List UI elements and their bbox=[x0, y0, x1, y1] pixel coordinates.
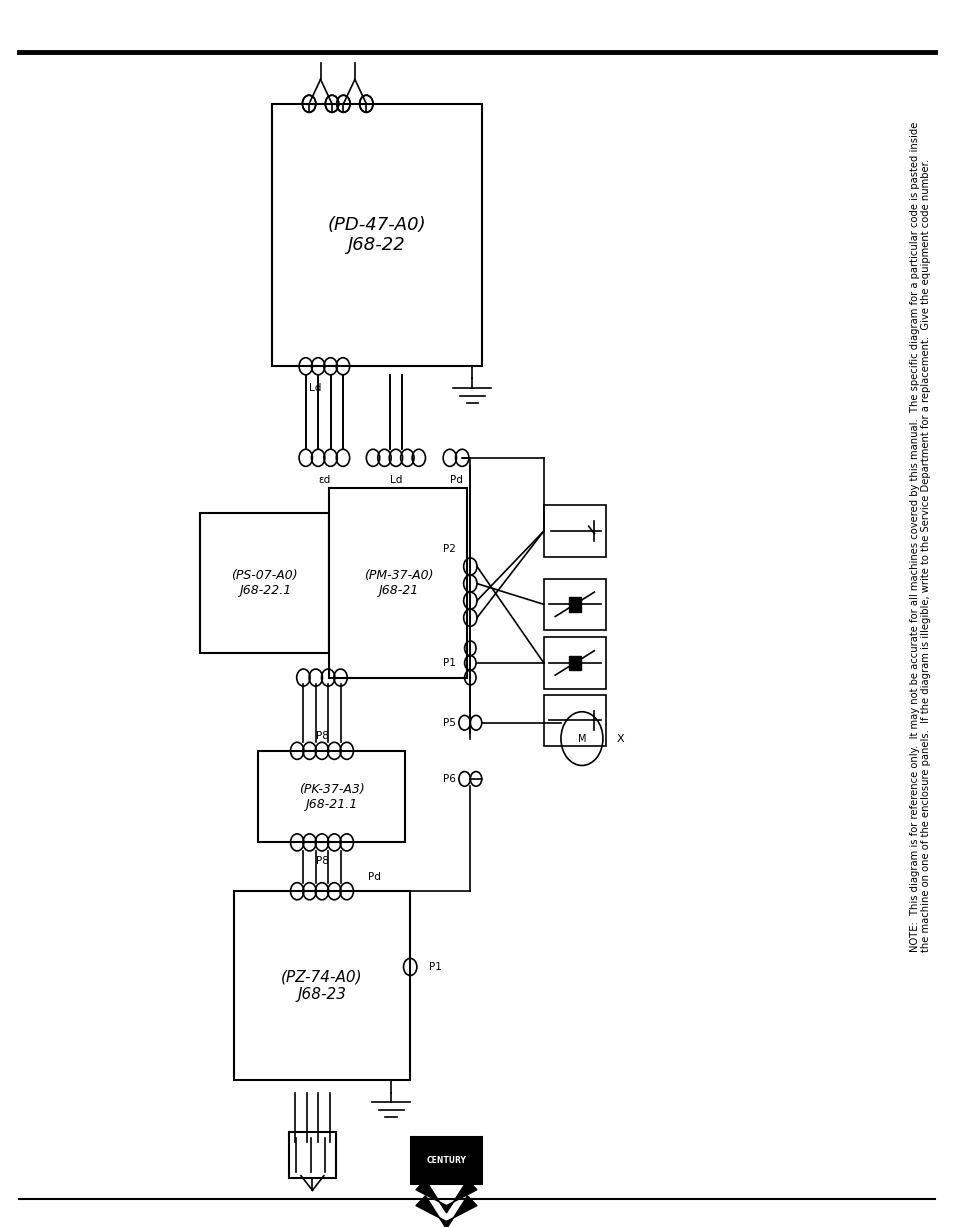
Text: P8: P8 bbox=[315, 855, 328, 866]
Text: Ld: Ld bbox=[390, 475, 401, 485]
Bar bbox=[329, 488, 467, 677]
Text: P8: P8 bbox=[315, 731, 328, 741]
Bar bbox=[543, 579, 605, 629]
Bar bbox=[272, 104, 481, 366]
Text: (PS-07-A0)
J68-22.1: (PS-07-A0) J68-22.1 bbox=[232, 569, 297, 598]
Text: CENTURY: CENTURY bbox=[426, 1156, 466, 1164]
Bar bbox=[543, 506, 605, 557]
Text: (PM-37-A0)
J68-21: (PM-37-A0) J68-21 bbox=[363, 569, 433, 598]
Bar bbox=[200, 513, 329, 653]
Text: Ld: Ld bbox=[309, 383, 320, 393]
Text: P1: P1 bbox=[442, 658, 456, 667]
Polygon shape bbox=[416, 1196, 476, 1227]
Bar bbox=[411, 1137, 482, 1184]
Polygon shape bbox=[416, 1180, 476, 1214]
Bar bbox=[288, 1131, 335, 1178]
Text: P1: P1 bbox=[429, 962, 441, 972]
Text: P5: P5 bbox=[442, 718, 456, 728]
Bar bbox=[257, 751, 405, 843]
Text: P6: P6 bbox=[442, 774, 456, 784]
Bar bbox=[568, 655, 579, 670]
Text: Pd: Pd bbox=[368, 871, 380, 881]
Bar bbox=[543, 637, 605, 688]
Text: M: M bbox=[578, 734, 585, 744]
Text: εd: εd bbox=[318, 475, 330, 485]
Bar bbox=[543, 694, 605, 746]
Text: P2: P2 bbox=[442, 545, 456, 555]
Text: NOTE:  This diagram is for reference only.  It may not be accurate for all machi: NOTE: This diagram is for reference only… bbox=[909, 121, 930, 952]
Text: (PK-37-A3)
J68-21.1: (PK-37-A3) J68-21.1 bbox=[298, 783, 364, 811]
Text: (PZ-74-A0)
J68-23: (PZ-74-A0) J68-23 bbox=[281, 969, 362, 1002]
Text: Pd: Pd bbox=[449, 475, 462, 485]
Text: X: X bbox=[616, 734, 623, 744]
Text: (PD-47-A0)
J68-22: (PD-47-A0) J68-22 bbox=[327, 216, 426, 254]
Bar bbox=[233, 891, 410, 1081]
Bar bbox=[568, 598, 579, 611]
